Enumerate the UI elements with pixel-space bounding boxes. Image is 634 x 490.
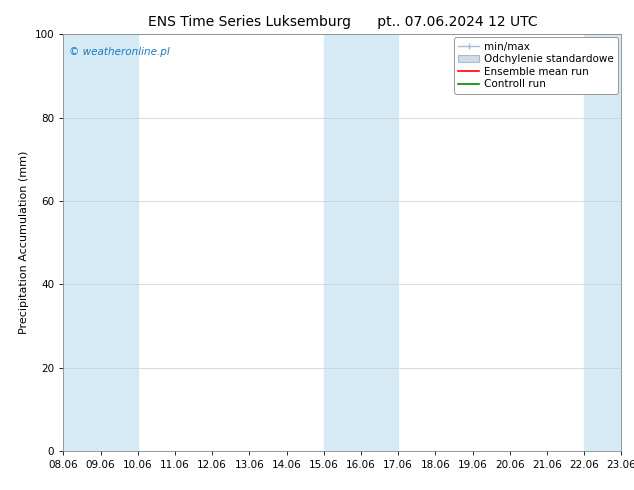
Bar	[63, 34, 138, 451]
Bar	[584, 34, 621, 451]
Legend: min/max, Odchylenie standardowe, Ensemble mean run, Controll run: min/max, Odchylenie standardowe, Ensembl…	[454, 37, 618, 94]
Y-axis label: Precipitation Accumulation (mm): Precipitation Accumulation (mm)	[19, 151, 29, 334]
Bar	[324, 34, 398, 451]
Title: ENS Time Series Luksemburg      pt.. 07.06.2024 12 UTC: ENS Time Series Luksemburg pt.. 07.06.20…	[148, 15, 537, 29]
Text: © weatheronline.pl: © weatheronline.pl	[69, 47, 170, 57]
